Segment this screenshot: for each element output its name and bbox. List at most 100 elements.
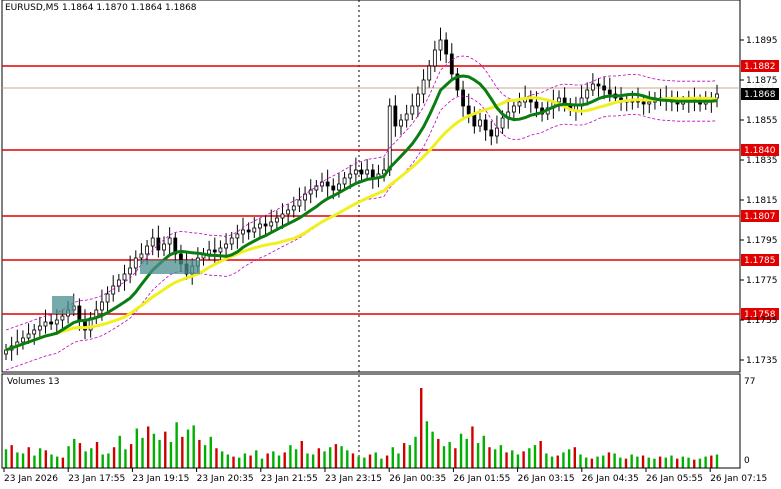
candle-body [511, 105, 516, 113]
entry-box-1 [52, 296, 74, 314]
candle-body [489, 129, 494, 137]
x-tick-label: 23 Jan 2026 [4, 474, 58, 484]
candle-body [235, 233, 240, 239]
candle-body [212, 249, 217, 253]
highlight-boxes [52, 260, 200, 314]
y-tick-label: 1.1775 [746, 276, 778, 286]
candle-body [596, 83, 601, 87]
candle-body [314, 185, 319, 191]
candle-body [105, 293, 110, 303]
candle-body [133, 257, 138, 269]
candle-body [49, 321, 54, 325]
price-frame [1, 0, 741, 373]
level-label: 1.1807 [744, 212, 776, 222]
price-axis: 1.1895 1.1875 1.1855 1.1835 1.1815 1.1795 1.17… [740, 36, 778, 366]
candle-body [32, 329, 37, 335]
candle-body [342, 177, 347, 185]
candle-body [246, 229, 251, 233]
candle-body [331, 185, 336, 191]
candle-body [602, 85, 607, 91]
chart-header: EURUSD,M5 1.1864 1.1870 1.1864 1.1868 [5, 3, 197, 13]
level-label: 1.1785 [744, 256, 776, 266]
candle-body [229, 237, 234, 245]
x-tick-label: 23 Jan 19:15 [132, 474, 189, 484]
level-label-bg [741, 308, 779, 320]
candle-body [269, 221, 274, 227]
candle-body [455, 73, 460, 91]
volume-title: Volumes 13 [7, 377, 60, 387]
candle-body [325, 181, 330, 187]
candle-body [483, 119, 488, 131]
candle-body [387, 105, 392, 171]
entry-box-2 [140, 260, 200, 274]
price-panel [1, 0, 741, 468]
y-tick-label: 1.1875 [746, 76, 778, 86]
level-label-bg [741, 144, 779, 156]
candle-body [432, 49, 437, 67]
y-tick-label: 1.1835 [746, 156, 778, 166]
candle-body [416, 93, 420, 107]
candle-body [297, 199, 302, 207]
candle-body [145, 245, 149, 255]
candle-body [472, 113, 477, 127]
x-tick-label: 23 Jan 23:15 [325, 474, 382, 484]
candle-body [365, 169, 370, 175]
x-tick-label: 26 Jan 05:55 [646, 474, 703, 484]
candle-body [258, 223, 262, 229]
candle-body [54, 319, 59, 325]
candle-body [218, 247, 223, 253]
time-axis: 23 Jan 2026 23 Jan 17:55 23 Jan 19:15 23 Ja… [2, 467, 767, 484]
y-tick-label: 1.1735 [746, 356, 778, 366]
candle-body [410, 105, 415, 115]
x-tick-label: 26 Jan 07:15 [710, 474, 767, 484]
candle-body [128, 267, 133, 275]
candle-body [167, 237, 172, 245]
candle-body [60, 315, 65, 321]
current-price-label: 1.1868 [744, 90, 776, 100]
candle-body [21, 337, 25, 343]
x-tick-label: 23 Jan 17:55 [68, 474, 125, 484]
candle-body [715, 93, 719, 99]
candle-body [399, 119, 403, 127]
candle-body [252, 227, 257, 233]
candle-body [478, 119, 482, 127]
y-tick-label: 1.1815 [746, 196, 778, 206]
candle-body [43, 321, 48, 327]
candle-body [585, 89, 590, 99]
x-tick-label: 26 Jan 04:35 [582, 474, 639, 484]
candle-body [647, 101, 652, 105]
candle-body [37, 325, 42, 331]
candle-body [241, 229, 245, 235]
candle-body [111, 285, 116, 295]
candle-body [274, 217, 279, 223]
candle-body [207, 249, 212, 255]
support-resistance-levels: 1.18821.18401.18071.17851.17581.18711.18… [2, 60, 779, 320]
candle-body [224, 243, 228, 249]
candle-body [139, 253, 144, 259]
volume-panel [1, 373, 741, 469]
fast-moving-average [5, 74, 718, 352]
moving-averages [5, 55, 718, 371]
y-tick-label: 1.1795 [746, 236, 778, 246]
x-tick-label: 26 Jan 01:55 [453, 474, 510, 484]
x-tick-label: 23 Jan 21:55 [261, 474, 318, 484]
volume-frame [1, 373, 741, 469]
x-tick-label: 26 Jan 03:15 [518, 474, 575, 484]
candle-body [162, 243, 166, 251]
candle-body [607, 89, 612, 95]
candle-body [122, 273, 127, 281]
candle-body [466, 105, 471, 115]
candle-body [393, 105, 398, 127]
y-tick-label: 1.1895 [746, 36, 778, 46]
candle-body [461, 89, 465, 107]
envelope-upper [5, 55, 718, 331]
level-label: 1.1882 [744, 62, 776, 72]
candle-body [427, 65, 432, 81]
candle-body [280, 213, 285, 219]
candle-body [348, 173, 353, 179]
envelope-lower [5, 95, 718, 371]
candle-body [353, 169, 358, 175]
level-label: 1.1840 [744, 146, 776, 156]
level-label-bg [741, 210, 779, 222]
candle-body [359, 169, 364, 175]
